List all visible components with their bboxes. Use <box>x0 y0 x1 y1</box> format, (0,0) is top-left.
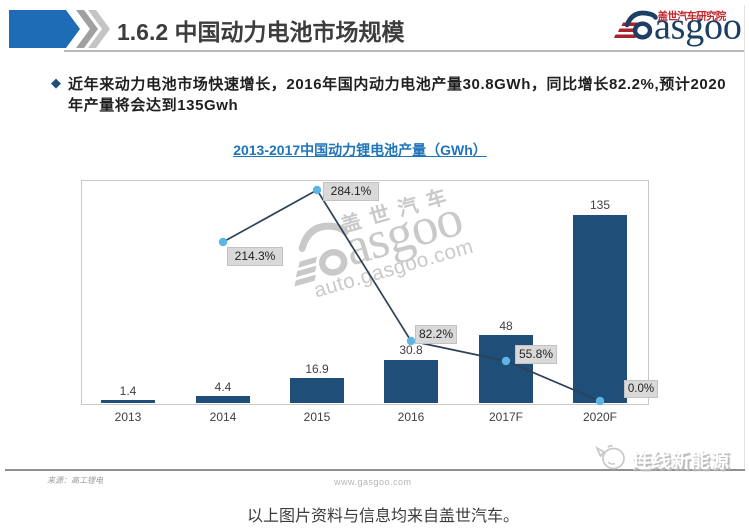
svg-text:asgoo: asgoo <box>654 6 742 48</box>
svg-text:盖世汽车研究院: 盖世汽车研究院 <box>658 10 727 23</box>
